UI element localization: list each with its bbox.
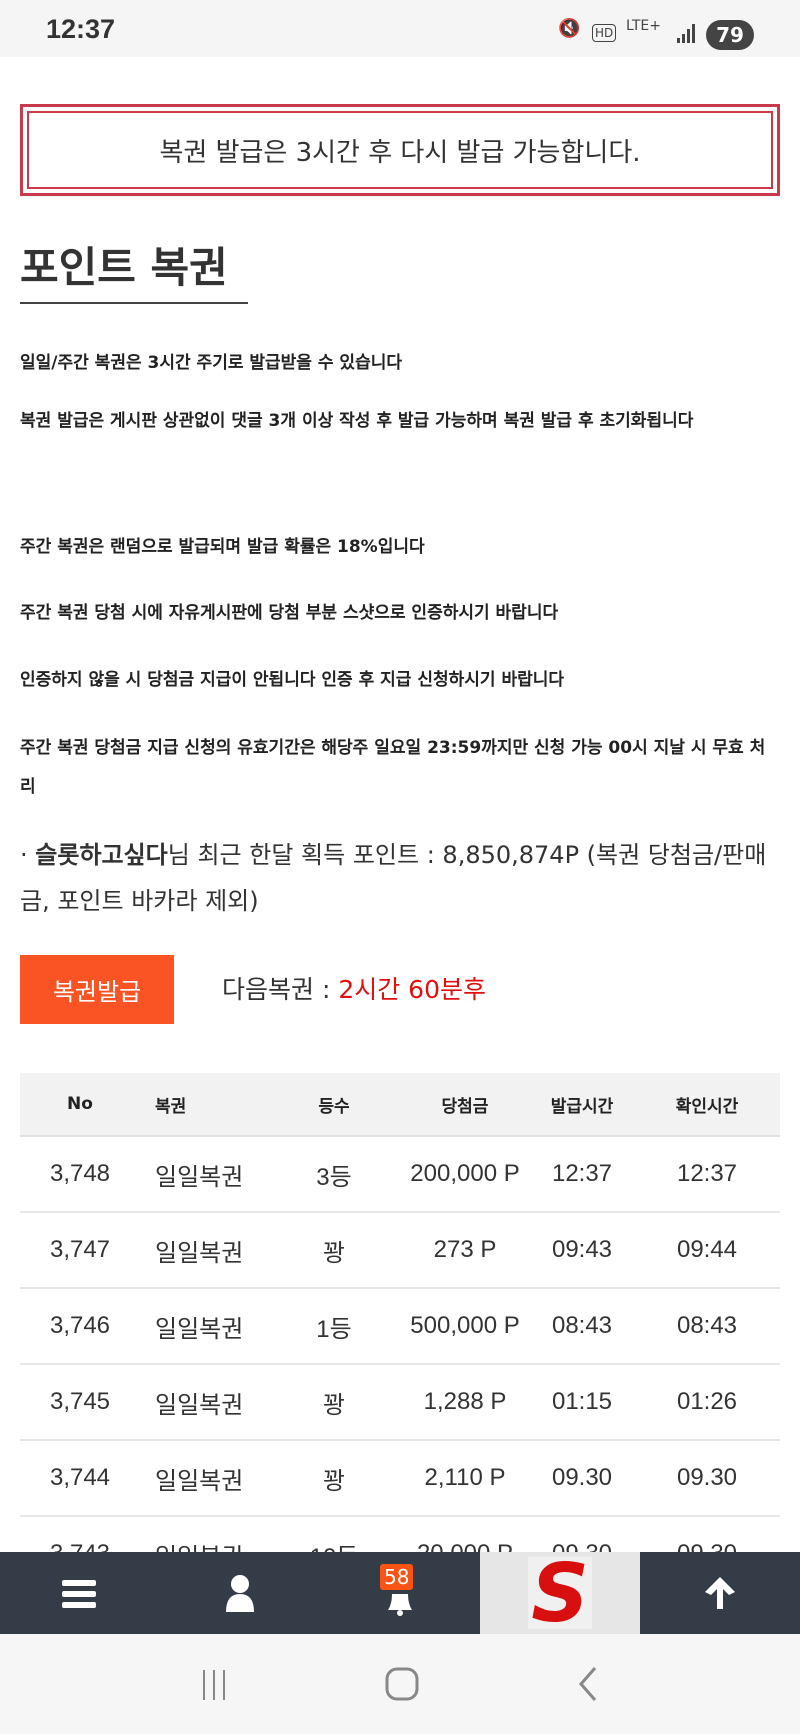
row-rank: 꽝 xyxy=(322,1391,346,1419)
row-issued: 09.30 xyxy=(542,1517,622,1552)
row-prize: 20,000 P xyxy=(395,1517,535,1552)
header-prize: 당첨금 xyxy=(441,1096,489,1117)
user-icon xyxy=(226,1575,254,1612)
bell-icon xyxy=(388,1594,412,1616)
mute-icon: 🔇 xyxy=(558,18,581,39)
header-no: No xyxy=(67,1094,93,1114)
row-issued: 12:37 xyxy=(551,1160,613,1187)
header-lottery: 복권 xyxy=(155,1096,187,1117)
table-row: 3,744 일일복권 꽝 2,110 P 09.30 09.30 xyxy=(20,1441,780,1517)
notification-badge: 58 xyxy=(380,1564,414,1590)
table-row: 3,746 일일복권 1등 500,000 P 08:43 08:43 xyxy=(20,1289,780,1365)
arrow-up-icon xyxy=(705,1577,735,1609)
row-prize: 273 P xyxy=(433,1236,497,1263)
title-underline xyxy=(20,302,248,304)
row-checked: 12:37 xyxy=(676,1160,738,1187)
user-button[interactable] xyxy=(160,1552,320,1634)
row-checked: 01:26 xyxy=(676,1388,738,1415)
row-prize: 200,000 P xyxy=(410,1160,520,1187)
row-lottery: 일일복권 xyxy=(155,1467,244,1495)
row-prize: 500,000 P xyxy=(410,1312,520,1339)
info-line: 주간 복권은 랜덤으로 발급되며 발급 확률은 18%입니다 xyxy=(20,537,425,557)
row-rank: 3등 xyxy=(316,1163,352,1191)
row-checked: 09:44 xyxy=(676,1236,738,1263)
lottery-table: No 복권 등수 당첨금 발급시간 확인시간 3,748 일일복권 3등 200,00… xyxy=(20,1073,780,1552)
row-checked: 08:43 xyxy=(676,1312,738,1339)
row-rank: 1등 xyxy=(316,1315,352,1343)
back-icon[interactable] xyxy=(573,1666,603,1702)
status-bar: 12:37 🔇 HD LTE+ 79 xyxy=(0,0,800,57)
recent-apps-icon[interactable] xyxy=(197,1667,231,1701)
row-no: 3,745 xyxy=(49,1388,111,1415)
table-row: 3,748 일일복권 3등 200,000 P 12:37 12:37 xyxy=(20,1137,780,1213)
row-issued: 09:43 xyxy=(551,1236,613,1263)
row-no: 3,744 xyxy=(49,1464,111,1491)
row-no: 3,747 xyxy=(49,1236,111,1263)
header-rank: 등수 xyxy=(318,1096,350,1117)
svg-text:S: S xyxy=(531,1557,589,1629)
row-checked: 09.30 xyxy=(667,1517,747,1552)
row-rank: 꽝 xyxy=(322,1239,346,1267)
row-rank: 10등 xyxy=(294,1517,374,1553)
bottom-nav: 58 S xyxy=(0,1552,800,1634)
row-lottery: 일일복권 xyxy=(155,1239,244,1267)
row-prize: 2,110 P xyxy=(424,1464,506,1491)
row-no: 3,743 xyxy=(35,1517,125,1552)
points-summary: · 슬롯하고싶다님 최근 한달 획득 포인트 : 8,850,874P (복권 … xyxy=(20,832,780,924)
site-logo-button[interactable]: S xyxy=(480,1552,640,1634)
points-text: 님 최근 한달 획득 포인트 : 8,850,874P (복권 당첨금/판매금,… xyxy=(20,841,767,915)
row-issued: 08:43 xyxy=(551,1312,613,1339)
row-lottery: 일일복권 xyxy=(155,1163,244,1191)
hd-icon: HD xyxy=(592,24,617,42)
row-rank: 꽝 xyxy=(322,1467,346,1495)
table-row: 3,745 일일복권 꽝 1,288 P 01:15 01:26 xyxy=(20,1365,780,1441)
network-label: LTE+ xyxy=(626,18,661,34)
notice-text: 복권 발급은 3시간 후 다시 발급 가능합니다. xyxy=(27,111,773,189)
row-lottery: 일일복권 xyxy=(155,1391,244,1419)
row-checked: 09.30 xyxy=(676,1464,738,1491)
menu-icon xyxy=(62,1580,96,1608)
table-header: No 복권 등수 당첨금 발급시간 확인시간 xyxy=(20,1073,780,1137)
battery-indicator: 79 xyxy=(706,20,754,50)
info-line: 복권 발급은 게시판 상관없이 댓글 3개 이상 작성 후 발급 가능하며 복권… xyxy=(20,411,694,431)
username: 슬롯하고싶다 xyxy=(35,841,168,869)
row-no: 3,746 xyxy=(49,1312,111,1339)
home-icon[interactable] xyxy=(384,1666,420,1702)
notifications-button[interactable]: 58 xyxy=(320,1552,480,1634)
header-checked: 확인시간 xyxy=(675,1096,739,1117)
info-line: 인증하지 않을 시 당첨금 지급이 안됩니다 인증 후 지급 신청하시기 바랍니… xyxy=(20,670,565,690)
row-lottery: 일일복권 xyxy=(155,1315,244,1343)
next-label: 다음복권 : xyxy=(222,975,339,1004)
header-issued: 발급시간 xyxy=(550,1096,614,1117)
row-lottery: 일일복권 xyxy=(155,1517,243,1553)
row-prize: 1,288 P xyxy=(423,1388,507,1415)
clock: 12:37 xyxy=(46,14,116,44)
scroll-top-button[interactable] xyxy=(640,1552,800,1634)
info-line: 일일/주간 복권은 3시간 주기로 발급받을 수 있습니다 xyxy=(20,353,402,373)
issue-lottery-button[interactable]: 복권발급 xyxy=(20,955,174,1024)
bullet: · xyxy=(20,841,28,869)
menu-button[interactable] xyxy=(0,1552,160,1634)
page-title: 포인트 복권 xyxy=(20,243,228,292)
site-logo: S xyxy=(528,1557,592,1629)
row-no: 3,748 xyxy=(49,1160,111,1187)
next-time: 2시간 60분후 xyxy=(338,975,486,1004)
info-line: 주간 복권 당첨금 지급 신청의 유효기간은 해당주 일요일 23:59까지만 … xyxy=(20,738,766,797)
notice-box: 복권 발급은 3시간 후 다시 발급 가능합니다. xyxy=(20,104,780,196)
info-line: 주간 복권 당첨 시에 자유게시판에 당첨 부분 스샷으로 인증하시기 바랍니다 xyxy=(20,603,559,623)
signal-icon xyxy=(676,22,696,49)
table-row: 3,747 일일복권 꽝 273 P 09:43 09:44 xyxy=(20,1213,780,1289)
system-nav-bar xyxy=(0,1634,800,1734)
next-lottery: 다음복권 : 2시간 60분후 xyxy=(222,970,486,1006)
row-issued: 01:15 xyxy=(551,1388,613,1415)
row-issued: 09.30 xyxy=(551,1464,613,1491)
